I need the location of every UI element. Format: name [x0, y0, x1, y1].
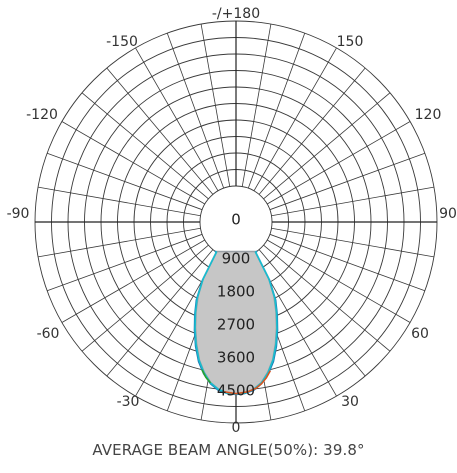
radial-label: 0	[231, 211, 241, 229]
angle-label: -120	[26, 107, 58, 123]
angle-label: -60	[37, 326, 60, 342]
polar-grid	[34, 20, 438, 424]
series-curve-3	[223, 370, 271, 395]
angle-label: -90	[7, 206, 30, 222]
radial-label: 1800	[217, 283, 255, 301]
beam-angle-footer: AVERAGE BEAM ANGLE(50%): 39.8°	[92, 441, 365, 459]
angle-label: 60	[411, 326, 429, 342]
radial-tick-labels: 0 900 1800 2700 3600 4500	[217, 211, 255, 400]
radial-label: 4500	[217, 382, 255, 400]
distribution-curves	[193, 250, 279, 396]
angle-tick-labels: -/+180 -150 150 -120 120 -90 90 -60 60 -30 30 0	[7, 6, 457, 436]
angle-label: 0	[232, 420, 241, 436]
angle-label: 120	[415, 107, 442, 123]
series-curve-4	[201, 369, 212, 384]
angle-label: 90	[439, 206, 457, 222]
angle-label: 30	[341, 394, 359, 410]
angle-label: 150	[337, 34, 364, 50]
angle-label: -150	[106, 34, 138, 50]
angle-label: -/+180	[212, 6, 260, 22]
radial-label: 3600	[217, 349, 255, 367]
angle-label: -30	[117, 394, 140, 410]
polar-chart: -/+180 -150 150 -120 120 -90 90 -60 60 -30 30 0 0 90…	[7, 6, 457, 436]
radial-label: 900	[222, 250, 251, 268]
radial-label: 2700	[217, 316, 255, 334]
